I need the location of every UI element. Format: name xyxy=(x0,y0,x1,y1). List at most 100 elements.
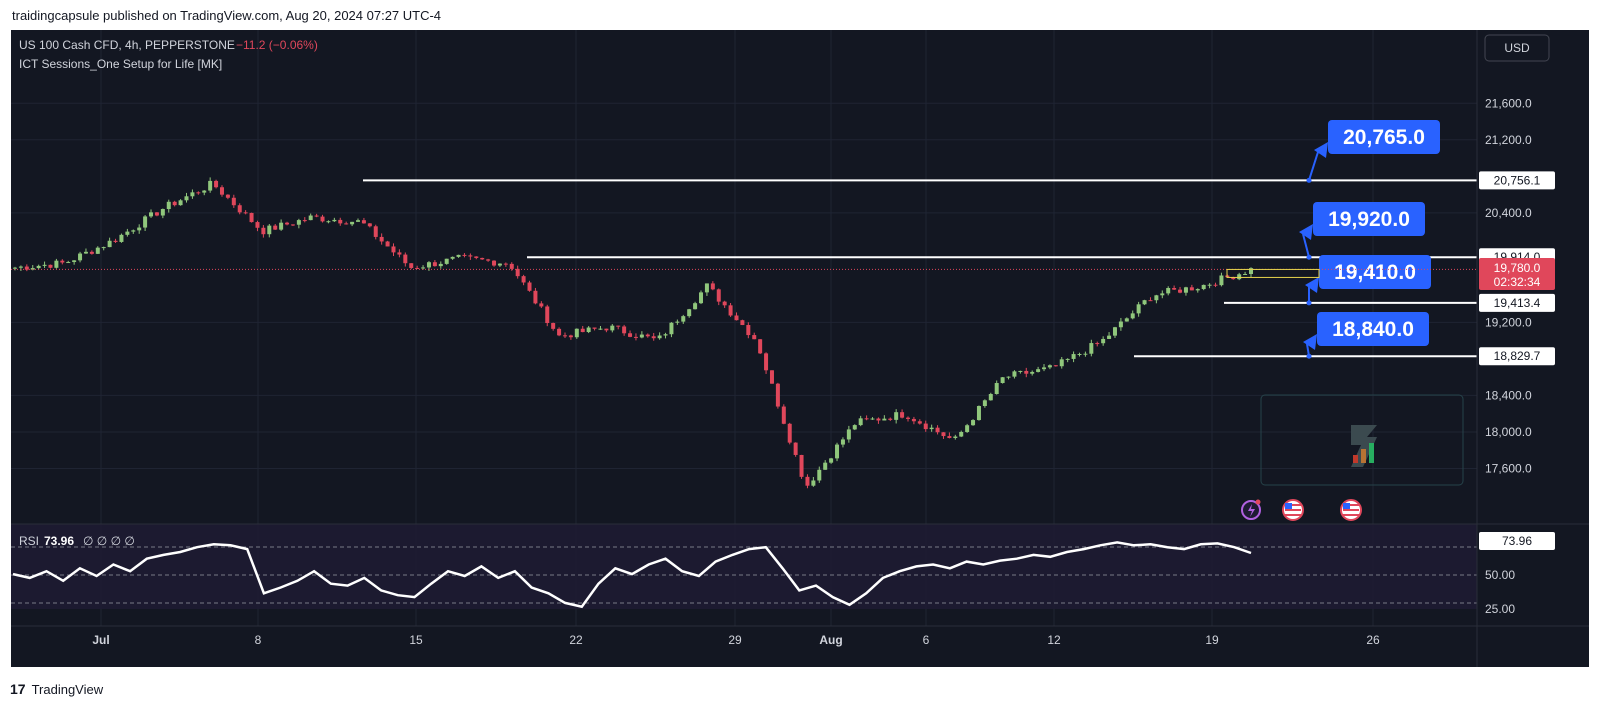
level-axis-badge xyxy=(1479,293,1555,312)
candle-body xyxy=(858,418,863,426)
target-label-box xyxy=(1319,255,1431,289)
candle-body xyxy=(752,335,757,340)
candle-body xyxy=(811,480,816,486)
candle-body xyxy=(391,246,396,253)
y-tick-label: 19,200.0 xyxy=(1485,315,1532,329)
x-tick-label: 29 xyxy=(728,633,742,647)
y-tick-label: 20,400.0 xyxy=(1485,206,1532,220)
us-flag-event-icon-2[interactable] xyxy=(1340,499,1362,521)
candle-body xyxy=(95,247,100,254)
candle-body xyxy=(279,222,284,230)
candle-body xyxy=(1166,287,1171,294)
candle-body xyxy=(1249,268,1253,274)
candle-body xyxy=(1178,289,1183,293)
candle-body xyxy=(669,322,674,335)
target-arrow xyxy=(1314,142,1328,158)
x-tick-label: 15 xyxy=(409,633,423,647)
candle-body xyxy=(426,262,431,268)
y-tick-label: 18,400.0 xyxy=(1485,388,1532,402)
us-flag-event-icon[interactable] xyxy=(1282,499,1304,521)
candle-body xyxy=(237,205,242,213)
x-tick-label: Aug xyxy=(819,633,842,647)
candle-body xyxy=(687,309,692,317)
candle-body xyxy=(1095,343,1100,345)
rsi-band xyxy=(11,524,1477,609)
candle-body xyxy=(131,230,136,232)
svg-text:73.96: 73.96 xyxy=(1502,534,1532,548)
candle-body xyxy=(30,268,35,270)
candle-body xyxy=(72,260,77,263)
candle-body xyxy=(462,254,467,256)
lightning-event-icon[interactable] xyxy=(1241,499,1261,520)
candle-body xyxy=(344,223,349,225)
candle-body xyxy=(18,266,23,268)
candle-body xyxy=(580,328,585,333)
candle-body xyxy=(373,226,378,237)
rsi-value-badge: 73.96 xyxy=(1479,532,1555,550)
candle-body xyxy=(261,227,266,235)
candle-body xyxy=(882,418,887,421)
candle-body xyxy=(308,215,313,221)
candle-body xyxy=(758,339,763,354)
candle-body xyxy=(1124,318,1129,322)
level-axis-label: 20,756.1 xyxy=(1494,173,1541,187)
y-tick-label: 18,000.0 xyxy=(1485,425,1532,439)
candle-body xyxy=(474,256,479,258)
candle-body xyxy=(137,227,142,231)
target-dot xyxy=(1306,254,1312,260)
candle-body xyxy=(799,454,804,477)
candle-body xyxy=(1201,284,1206,290)
candle-body xyxy=(1018,370,1023,372)
candle-body xyxy=(290,224,295,226)
chart-svg[interactable]: 20,756.120,765.019,914.019,920.019,413.4… xyxy=(11,30,1589,667)
candle-body xyxy=(1243,273,1248,275)
event-icons[interactable] xyxy=(1241,499,1362,521)
candle-body xyxy=(190,192,195,197)
candle-body xyxy=(917,421,922,424)
target-label-box xyxy=(1317,312,1429,346)
candle-body xyxy=(905,417,910,419)
candle-body xyxy=(184,196,189,201)
candle-body xyxy=(450,256,455,259)
candle-body xyxy=(746,325,751,336)
currency-button[interactable]: USD xyxy=(1484,34,1550,62)
tradingview-footer[interactable]: 17 TradingView xyxy=(10,681,103,697)
candle-body xyxy=(1207,284,1212,286)
candle-body xyxy=(710,283,715,290)
candle-body xyxy=(314,215,319,217)
candle-body xyxy=(273,225,278,230)
candle-body xyxy=(1183,287,1188,293)
candle-body xyxy=(497,263,502,266)
candle-body xyxy=(846,429,851,440)
candle-body xyxy=(503,263,508,265)
candle-body xyxy=(515,268,520,277)
candle-body xyxy=(1012,371,1017,377)
candle-body xyxy=(208,180,213,191)
level-axis-label: 19,413.4 xyxy=(1494,296,1541,310)
target-dot xyxy=(1306,353,1312,359)
candle-body xyxy=(1036,369,1041,372)
candle-body xyxy=(805,476,810,486)
x-tick-label: 19 xyxy=(1205,633,1219,647)
candle-body xyxy=(326,221,331,223)
candle-body xyxy=(54,260,59,268)
candle-body xyxy=(1160,293,1165,296)
current-price-badge: 19,780.0 02:32:34 xyxy=(1479,258,1555,290)
session-box xyxy=(1226,268,1320,278)
rsi-legend-label[interactable]: RSI xyxy=(19,534,39,548)
candle-body xyxy=(332,219,337,222)
level-axis-badge xyxy=(1479,171,1555,190)
symbol-legend[interactable]: US 100 Cash CFD, 4h, PEPPERSTONE xyxy=(19,38,235,52)
candle-body xyxy=(83,251,88,254)
tradingview-brand: TradingView xyxy=(31,681,104,697)
indicator-legend[interactable]: ICT Sessions_One Setup for Life [MK] xyxy=(19,57,222,71)
candle-body xyxy=(539,303,544,307)
candle-body xyxy=(1024,370,1029,374)
candle-body xyxy=(982,400,987,407)
candle-body xyxy=(379,236,384,242)
candle-body xyxy=(527,282,532,291)
chart-frame[interactable]: 20,756.1 20,765.0 19,914.0 19,920.0 19,413.4… xyxy=(11,30,1589,667)
target-arrow xyxy=(1303,334,1317,350)
candle-body xyxy=(403,254,408,264)
candle-body xyxy=(1118,321,1123,328)
